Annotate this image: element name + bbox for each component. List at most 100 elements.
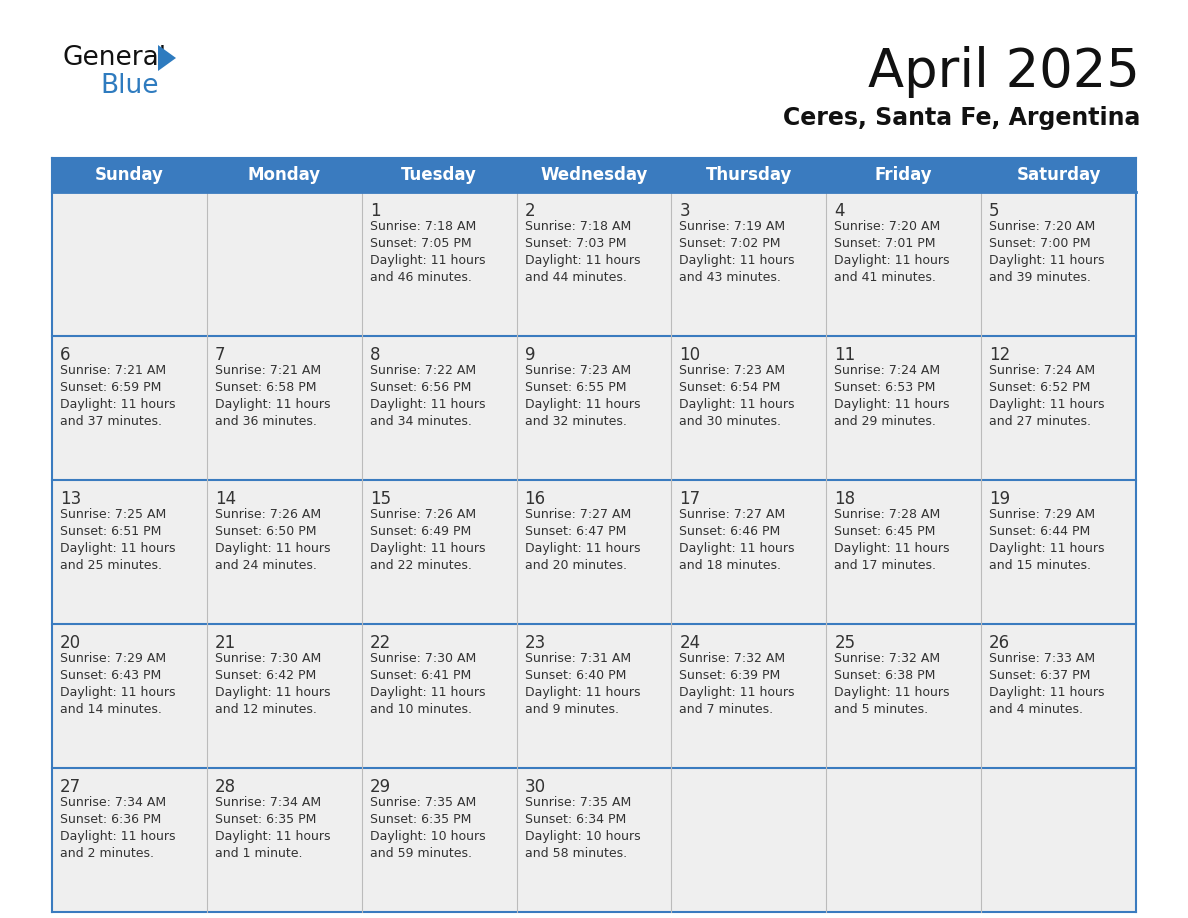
- Polygon shape: [158, 45, 176, 71]
- Bar: [517, 624, 671, 768]
- Bar: [827, 768, 981, 912]
- Text: Sunrise: 7:20 AM: Sunrise: 7:20 AM: [990, 220, 1095, 233]
- Text: Daylight: 11 hours: Daylight: 11 hours: [680, 542, 795, 555]
- Text: and 37 minutes.: and 37 minutes.: [61, 415, 162, 428]
- Bar: [517, 192, 671, 336]
- Bar: [981, 480, 1136, 624]
- Text: 29: 29: [369, 778, 391, 796]
- Text: 20: 20: [61, 634, 81, 652]
- Bar: [981, 768, 1136, 912]
- Text: Sunset: 6:56 PM: Sunset: 6:56 PM: [369, 381, 472, 394]
- Text: Sunset: 6:49 PM: Sunset: 6:49 PM: [369, 525, 470, 538]
- Text: 26: 26: [990, 634, 1010, 652]
- Text: 6: 6: [61, 346, 70, 364]
- Text: 22: 22: [369, 634, 391, 652]
- Text: Wednesday: Wednesday: [541, 166, 647, 184]
- Bar: [361, 768, 517, 912]
- Text: Sunset: 7:03 PM: Sunset: 7:03 PM: [525, 237, 626, 250]
- Text: Sunrise: 7:19 AM: Sunrise: 7:19 AM: [680, 220, 785, 233]
- Text: General: General: [62, 45, 166, 71]
- Text: Daylight: 11 hours: Daylight: 11 hours: [680, 254, 795, 267]
- Bar: [827, 480, 981, 624]
- Text: Sunset: 6:44 PM: Sunset: 6:44 PM: [990, 525, 1091, 538]
- Text: and 30 minutes.: and 30 minutes.: [680, 415, 782, 428]
- Bar: [827, 624, 981, 768]
- Text: 13: 13: [61, 490, 81, 508]
- Text: Sunrise: 7:26 AM: Sunrise: 7:26 AM: [215, 508, 321, 521]
- Text: 16: 16: [525, 490, 545, 508]
- Text: Sunset: 6:39 PM: Sunset: 6:39 PM: [680, 669, 781, 682]
- Bar: [52, 158, 1136, 192]
- Text: Sunset: 6:36 PM: Sunset: 6:36 PM: [61, 813, 162, 826]
- Text: Sunrise: 7:35 AM: Sunrise: 7:35 AM: [525, 796, 631, 809]
- Text: Sunset: 7:01 PM: Sunset: 7:01 PM: [834, 237, 936, 250]
- Text: Daylight: 11 hours: Daylight: 11 hours: [525, 542, 640, 555]
- Text: Sunrise: 7:34 AM: Sunrise: 7:34 AM: [215, 796, 321, 809]
- Text: and 34 minutes.: and 34 minutes.: [369, 415, 472, 428]
- Text: Sunrise: 7:28 AM: Sunrise: 7:28 AM: [834, 508, 941, 521]
- Text: Daylight: 11 hours: Daylight: 11 hours: [215, 686, 330, 699]
- Text: Tuesday: Tuesday: [402, 166, 478, 184]
- Text: Daylight: 10 hours: Daylight: 10 hours: [525, 830, 640, 843]
- Text: Sunset: 6:35 PM: Sunset: 6:35 PM: [369, 813, 472, 826]
- Text: Daylight: 11 hours: Daylight: 11 hours: [834, 254, 949, 267]
- Text: and 14 minutes.: and 14 minutes.: [61, 703, 162, 716]
- Bar: [827, 336, 981, 480]
- Text: Daylight: 11 hours: Daylight: 11 hours: [61, 542, 176, 555]
- Text: Sunrise: 7:23 AM: Sunrise: 7:23 AM: [525, 364, 631, 377]
- Text: Sunrise: 7:31 AM: Sunrise: 7:31 AM: [525, 652, 631, 665]
- Bar: [517, 768, 671, 912]
- Text: and 32 minutes.: and 32 minutes.: [525, 415, 626, 428]
- Bar: [207, 192, 361, 336]
- Bar: [671, 480, 827, 624]
- Text: Daylight: 11 hours: Daylight: 11 hours: [990, 254, 1105, 267]
- Text: Sunrise: 7:34 AM: Sunrise: 7:34 AM: [61, 796, 166, 809]
- Text: 25: 25: [834, 634, 855, 652]
- Text: Daylight: 11 hours: Daylight: 11 hours: [990, 542, 1105, 555]
- Text: 1: 1: [369, 202, 380, 220]
- Text: Sunrise: 7:30 AM: Sunrise: 7:30 AM: [215, 652, 321, 665]
- Text: and 24 minutes.: and 24 minutes.: [215, 559, 317, 572]
- Text: Sunset: 7:02 PM: Sunset: 7:02 PM: [680, 237, 781, 250]
- Text: Sunset: 7:00 PM: Sunset: 7:00 PM: [990, 237, 1091, 250]
- Text: 3: 3: [680, 202, 690, 220]
- Bar: [52, 768, 207, 912]
- Text: Sunset: 6:37 PM: Sunset: 6:37 PM: [990, 669, 1091, 682]
- Bar: [207, 768, 361, 912]
- Text: Sunset: 6:42 PM: Sunset: 6:42 PM: [215, 669, 316, 682]
- Bar: [52, 480, 207, 624]
- Text: and 59 minutes.: and 59 minutes.: [369, 847, 472, 860]
- Text: Sunset: 6:43 PM: Sunset: 6:43 PM: [61, 669, 162, 682]
- Text: Sunday: Sunday: [95, 166, 164, 184]
- Text: 14: 14: [215, 490, 236, 508]
- Text: Daylight: 11 hours: Daylight: 11 hours: [680, 686, 795, 699]
- Text: and 44 minutes.: and 44 minutes.: [525, 271, 626, 284]
- Text: Sunset: 6:40 PM: Sunset: 6:40 PM: [525, 669, 626, 682]
- Text: Sunset: 6:41 PM: Sunset: 6:41 PM: [369, 669, 470, 682]
- Bar: [52, 624, 207, 768]
- Text: Sunset: 6:47 PM: Sunset: 6:47 PM: [525, 525, 626, 538]
- Bar: [52, 192, 207, 336]
- Text: and 9 minutes.: and 9 minutes.: [525, 703, 619, 716]
- Bar: [207, 624, 361, 768]
- Bar: [52, 336, 207, 480]
- Bar: [207, 480, 361, 624]
- Text: Daylight: 11 hours: Daylight: 11 hours: [834, 542, 949, 555]
- Text: Thursday: Thursday: [706, 166, 792, 184]
- Text: Daylight: 11 hours: Daylight: 11 hours: [525, 254, 640, 267]
- Text: Sunset: 6:55 PM: Sunset: 6:55 PM: [525, 381, 626, 394]
- Text: 18: 18: [834, 490, 855, 508]
- Text: Sunset: 6:52 PM: Sunset: 6:52 PM: [990, 381, 1091, 394]
- Text: 24: 24: [680, 634, 701, 652]
- Text: and 41 minutes.: and 41 minutes.: [834, 271, 936, 284]
- Text: and 36 minutes.: and 36 minutes.: [215, 415, 317, 428]
- Text: Sunrise: 7:32 AM: Sunrise: 7:32 AM: [834, 652, 941, 665]
- Text: and 4 minutes.: and 4 minutes.: [990, 703, 1083, 716]
- Text: and 39 minutes.: and 39 minutes.: [990, 271, 1091, 284]
- Bar: [361, 192, 517, 336]
- Bar: [671, 192, 827, 336]
- Text: Daylight: 11 hours: Daylight: 11 hours: [990, 686, 1105, 699]
- Text: Daylight: 10 hours: Daylight: 10 hours: [369, 830, 486, 843]
- Bar: [981, 336, 1136, 480]
- Text: Daylight: 11 hours: Daylight: 11 hours: [369, 254, 485, 267]
